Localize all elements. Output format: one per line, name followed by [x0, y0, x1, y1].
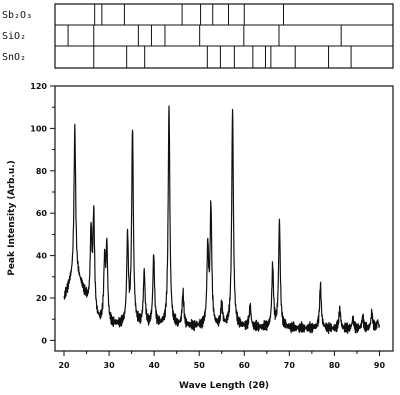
- x-axis: 20 30 40 50 60 70 80 90: [58, 351, 385, 370]
- y-tick-label: 100: [30, 124, 47, 133]
- x-tick-label: 40: [149, 361, 161, 370]
- x-axis-title: Wave Length (2θ): [179, 381, 269, 391]
- x-tick-label: 20: [58, 361, 70, 370]
- plot-frame: [54, 85, 394, 352]
- x-tick-label: 70: [284, 361, 296, 370]
- x-tick-label: 60: [239, 361, 251, 370]
- reference-label-sno2: SnO₂: [2, 52, 26, 63]
- x-tick-label: 90: [374, 361, 386, 370]
- reference-label-sb2o3: Sb₂O₃: [2, 10, 32, 21]
- reference-lines: [67, 4, 352, 68]
- y-tick-label: 40: [36, 252, 48, 261]
- reference-label-sio2: SiO₂: [2, 31, 26, 42]
- y-tick-label: 0: [41, 336, 47, 345]
- reference-strip: Sb₂O₃ SiO₂ SnO₂: [2, 3, 394, 69]
- y-tick-label: 80: [36, 167, 48, 176]
- y-axis-title: Peak Intensity (Arb.u.): [7, 160, 17, 276]
- x-tick-label: 50: [194, 361, 206, 370]
- y-tick-label: 60: [36, 209, 48, 218]
- diffraction-series-line: [63, 105, 381, 335]
- reference-strip-frame: [54, 3, 394, 69]
- plot-area: 20 30 40 50 60 70 80 90 0 20 40 60 80 100 120 Wave Le…: [7, 82, 394, 391]
- x-tick-label: 80: [329, 361, 341, 370]
- y-axis: 0 20 40 60 80 100 120: [30, 82, 55, 345]
- x-tick-label: 30: [104, 361, 116, 370]
- y-tick-label: 120: [30, 82, 47, 91]
- y-tick-label: 20: [36, 294, 48, 303]
